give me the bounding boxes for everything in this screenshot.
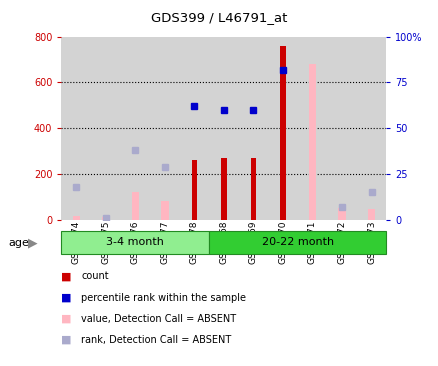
Bar <box>191 160 197 220</box>
Bar <box>150 37 179 220</box>
Bar <box>61 37 91 220</box>
Bar <box>297 37 326 220</box>
Bar <box>326 37 356 220</box>
Bar <box>91 37 120 220</box>
Bar <box>338 208 345 220</box>
Bar <box>161 201 168 220</box>
Text: percentile rank within the sample: percentile rank within the sample <box>81 292 246 303</box>
Bar <box>221 158 226 220</box>
Bar <box>208 37 238 220</box>
Text: ■: ■ <box>61 292 72 303</box>
Text: ■: ■ <box>61 271 72 281</box>
Bar <box>367 209 374 220</box>
Bar <box>279 46 285 220</box>
Bar <box>131 192 139 220</box>
Text: age: age <box>9 238 30 249</box>
Bar <box>72 216 80 220</box>
Bar <box>179 37 208 220</box>
Bar <box>120 37 150 220</box>
Text: GDS399 / L46791_at: GDS399 / L46791_at <box>151 11 287 24</box>
Bar <box>308 64 315 220</box>
Text: ■: ■ <box>61 335 72 345</box>
Text: value, Detection Call = ABSENT: value, Detection Call = ABSENT <box>81 314 236 324</box>
Bar <box>208 231 385 254</box>
Text: rank, Detection Call = ABSENT: rank, Detection Call = ABSENT <box>81 335 231 345</box>
Bar <box>356 37 385 220</box>
Bar <box>61 231 208 254</box>
Bar <box>102 217 109 220</box>
Text: 3-4 month: 3-4 month <box>106 238 164 247</box>
Text: count: count <box>81 271 109 281</box>
Bar <box>268 37 297 220</box>
Text: 20-22 month: 20-22 month <box>261 238 333 247</box>
Bar <box>238 37 268 220</box>
Text: ▶: ▶ <box>28 237 38 250</box>
Bar <box>250 158 255 220</box>
Text: ■: ■ <box>61 314 72 324</box>
